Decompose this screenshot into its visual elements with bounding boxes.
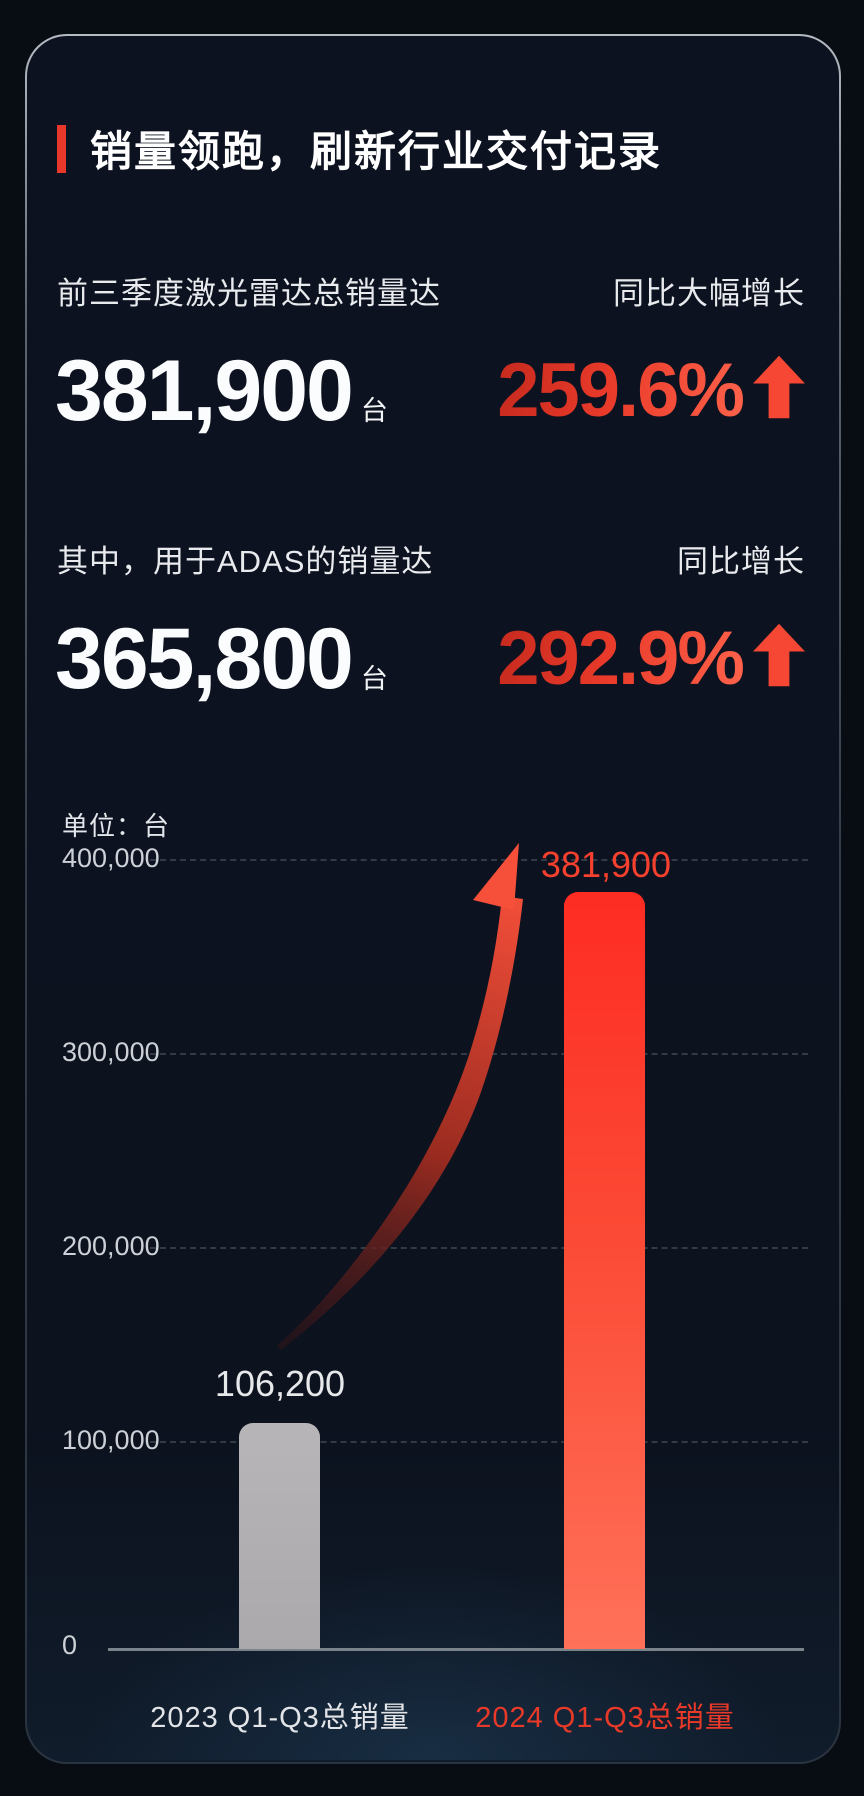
- stat1-growth: 259.6%: [497, 353, 805, 429]
- bar-2024: [564, 892, 645, 1649]
- y-tick-label: 0: [62, 1630, 78, 1660]
- y-tick-label: 100,000: [62, 1425, 160, 1455]
- bar-2023: [239, 1423, 320, 1649]
- title-block: 销量领跑，刷新行业交付记录: [57, 118, 662, 179]
- x-category-label-2023: 2023 Q1-Q3总销量: [150, 1702, 410, 1734]
- up-arrow-icon: [753, 623, 805, 687]
- y-tick-label: 200,000: [62, 1231, 160, 1261]
- stat2-growth-label: 同比增长: [677, 544, 805, 579]
- stat1-labels: 前三季度激光雷达总销量达 同比大幅增长: [57, 268, 805, 313]
- title-accent-bar: [57, 124, 66, 173]
- gridline-100k: [150, 1441, 808, 1443]
- stat1-values: 381,900 台 259.6%: [55, 348, 805, 444]
- gridline-300k: [150, 1053, 808, 1055]
- stat2-labels: 其中，用于ADAS的销量达 同比增长: [57, 536, 805, 581]
- stat2-value-unit: 台: [360, 664, 388, 694]
- card-bottom-glow: [27, 1530, 837, 1760]
- bar-2023-value-label: 106,200: [214, 1363, 346, 1404]
- stat2-growth: 292.9%: [497, 621, 805, 697]
- bar-2024-value-label: 381,900: [540, 844, 672, 885]
- stat1-growth-value: 259.6%: [497, 348, 745, 433]
- y-tick-label: 300,000: [62, 1037, 160, 1067]
- x-category-label-2024: 2024 Q1-Q3总销量: [475, 1702, 735, 1734]
- y-tick-label: 400,000: [62, 843, 160, 873]
- stat2-label: 其中，用于ADAS的销量达: [57, 544, 434, 579]
- stat1-label: 前三季度激光雷达总销量达: [57, 276, 441, 311]
- stat1-value-unit: 台: [360, 396, 388, 426]
- up-arrow-icon: [753, 355, 805, 419]
- stat2-values: 365,800 台 292.9%: [55, 616, 805, 712]
- x-axis-line: [108, 1648, 804, 1651]
- stat2-value: 365,800 台: [55, 616, 388, 702]
- stat2-value-number: 365,800: [55, 611, 354, 707]
- gridline-200k: [150, 1247, 808, 1249]
- stat1-value: 381,900 台: [55, 348, 388, 434]
- stat1-growth-label: 同比大幅增长: [613, 276, 805, 311]
- stat2-growth-value: 292.9%: [497, 616, 745, 701]
- stat1-value-number: 381,900: [55, 343, 354, 439]
- page-title: 销量领跑，刷新行业交付记录: [90, 128, 663, 175]
- chart-unit-label: 单位：台: [62, 811, 171, 841]
